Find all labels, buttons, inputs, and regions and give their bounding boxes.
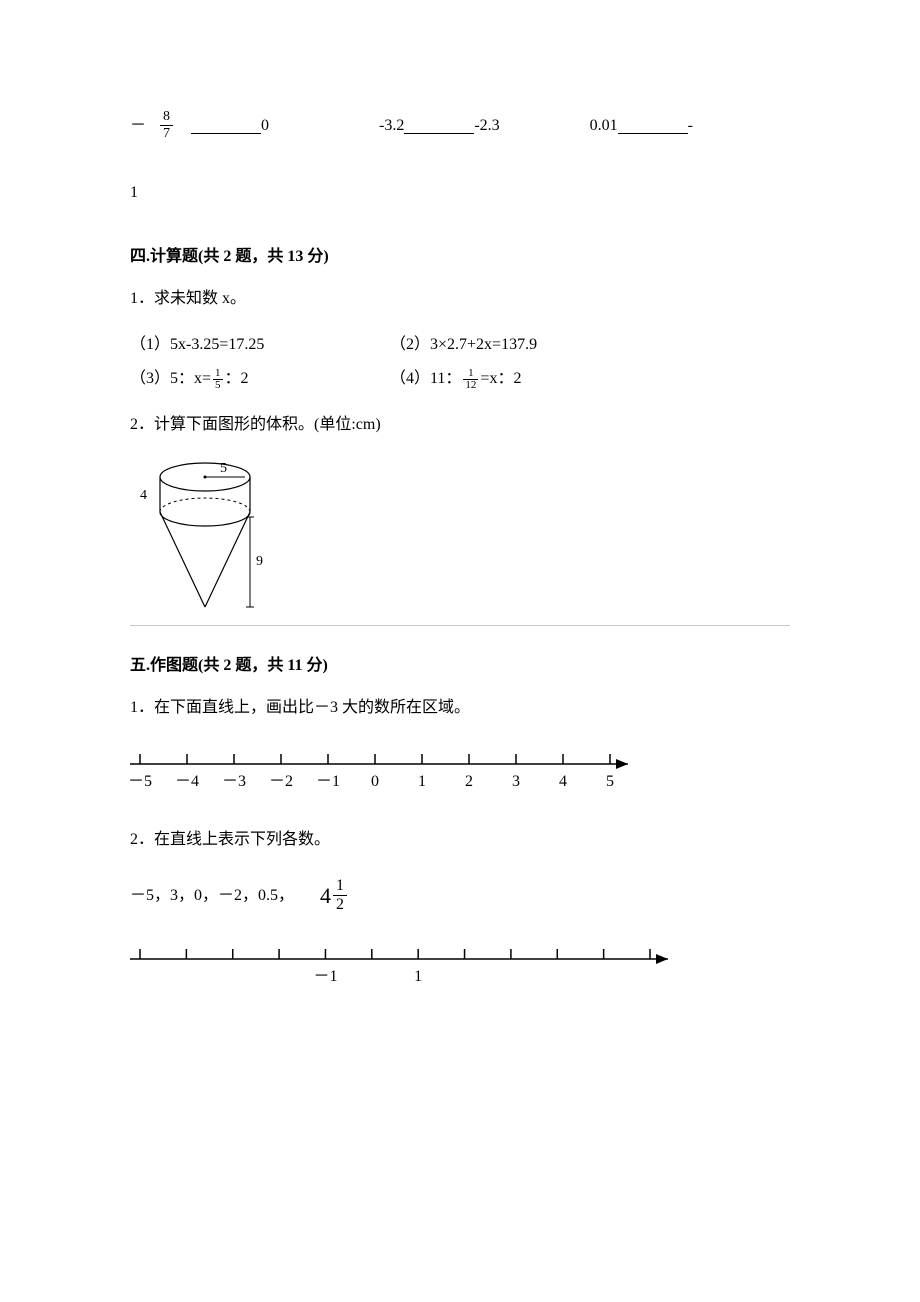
svg-text:3: 3 xyxy=(512,773,520,790)
svg-text:－3: －3 xyxy=(222,773,246,790)
radius-label: 5 xyxy=(220,461,227,476)
compare-a-fraction: 8 7 xyxy=(160,110,173,141)
section5-q2: 2．在直线上表示下列各数。 xyxy=(130,828,790,852)
compare-b-left: -3.2 xyxy=(379,114,404,138)
numberline-2: －1 1 xyxy=(120,939,790,999)
solid-figure: 5 4 9 xyxy=(130,457,790,617)
svg-text:1: 1 xyxy=(414,968,422,985)
svg-text:1: 1 xyxy=(418,773,426,790)
divider xyxy=(130,625,790,626)
numberline-1: －5 －4 －3 －2 －1 0 1 2 3 4 5 xyxy=(120,744,790,804)
svg-text:－5: －5 xyxy=(128,773,152,790)
compare-trailing: 1 xyxy=(130,181,790,205)
compare-blank-a[interactable] xyxy=(191,117,261,134)
svg-text:－1: －1 xyxy=(313,968,337,985)
section5-q1: 1．在下面直线上，画出比－3 大的数所在区域。 xyxy=(130,696,790,720)
eq-4: （4）11： 1 12 =x：2 xyxy=(390,367,650,391)
eq-2: （2）3×2.7+2x=137.9 xyxy=(390,333,650,357)
eq3-fraction: 1 5 xyxy=(213,368,223,391)
section4-q1: 1．求未知数 x。 xyxy=(130,287,790,311)
cyl-height-label: 4 xyxy=(140,488,147,503)
compare-row: － 8 7 0 -3.2 -2.3 0.01 - xyxy=(130,110,790,141)
numbers-list: －5，3，0，－2，0.5， 4 1 2 xyxy=(130,878,790,913)
compare-blank-b[interactable] xyxy=(404,117,474,134)
compare-a-left: － xyxy=(130,114,146,138)
section4-q2: 2．计算下面图形的体积。(单位:cm) xyxy=(130,413,790,437)
compare-c-left: 0.01 xyxy=(590,114,618,138)
svg-text:2: 2 xyxy=(465,773,473,790)
compare-c-right: - xyxy=(688,114,693,138)
svg-text:4: 4 xyxy=(559,773,567,790)
compare-blank-c[interactable] xyxy=(618,117,688,134)
compare-b-right: -2.3 xyxy=(474,114,499,138)
equation-grid: （1）5x-3.25=17.25 （2）3×2.7+2x=137.9 （3）5：… xyxy=(130,333,790,391)
cone-height-label: 9 xyxy=(256,554,263,569)
eq-1: （1）5x-3.25=17.25 xyxy=(130,333,390,357)
svg-text:－2: －2 xyxy=(269,773,293,790)
section5-heading: 五.作图题(共 2 题，共 11 分) xyxy=(130,654,790,678)
compare-a-right: 0 xyxy=(261,114,269,138)
svg-text:0: 0 xyxy=(371,773,379,790)
eq-3: （3）5：x= 1 5 ：2 xyxy=(130,367,390,391)
svg-text:－4: －4 xyxy=(175,773,199,790)
section4-heading: 四.计算题(共 2 题，共 13 分) xyxy=(130,245,790,269)
eq4-fraction: 1 12 xyxy=(463,368,478,391)
mixed-fraction: 4 1 2 xyxy=(320,878,347,913)
svg-text:－1: －1 xyxy=(316,773,340,790)
svg-text:5: 5 xyxy=(606,773,614,790)
